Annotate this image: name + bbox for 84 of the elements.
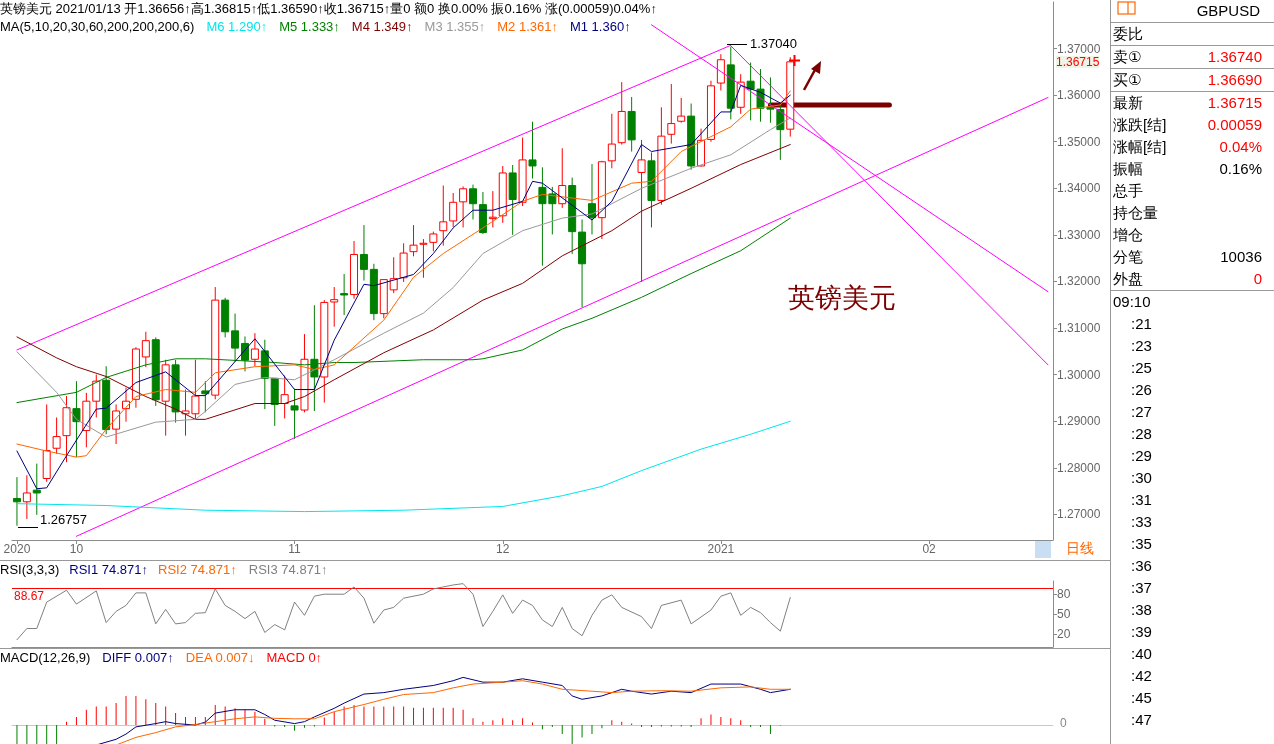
category-label: 买① [1113, 70, 1142, 90]
text: 1.36715 [1207, 94, 1262, 111]
text: 1.36690 [1207, 71, 1262, 88]
series-label: RSI3 74.871↑ [248, 561, 328, 579]
y-tick-label: 1.36000 [1057, 88, 1101, 103]
text: :37 [1130, 578, 1153, 598]
text: MA(5,10,20,30,60,200,200,200,6) [0, 18, 195, 36]
text: 09:10 [1112, 292, 1152, 312]
text: :23 [1130, 336, 1153, 356]
text: :35 [1130, 534, 1153, 554]
text: :47 [1130, 710, 1153, 730]
text: :39 [1130, 622, 1153, 642]
text: :31 [1130, 490, 1153, 510]
text: RSI2 74.871↑ [158, 561, 237, 579]
category-label: 增仓 [1113, 225, 1143, 245]
y-tick-label: 1.28000 [1057, 460, 1101, 475]
text: M5 1.333↑ [279, 18, 340, 36]
chart-title: 英镑美元 2021/01/13 开1.36656↑高1.36815↑低1.36590↑收1.36715↑量0 额0 换0.00% 振0.16% 涨(0.00059)0.04%↑ [0, 0, 657, 18]
x-tick-label: 2021 [707, 542, 735, 556]
y-tick-label: 80 [1057, 587, 1071, 602]
y-tick-label: 20 [1057, 626, 1071, 641]
y-tick-label: 1.30000 [1057, 367, 1101, 382]
x-tick-label: 10 [69, 542, 84, 556]
chart-title: MACD(12,26,9) [0, 649, 91, 667]
text: M3 1.355↑ [424, 18, 486, 36]
text: 0 [1060, 716, 1067, 730]
category-label: 涨幅[结] [1113, 137, 1167, 157]
y-tick-label: 50 [1057, 607, 1071, 621]
text: 日线 [1066, 540, 1094, 556]
category-label: 振幅 [1113, 159, 1143, 179]
text: DIFF 0.007↑ [102, 649, 174, 667]
annotation: 1.26757 [40, 512, 87, 527]
text: :26 [1130, 380, 1153, 400]
text: M1 1.360↑ [569, 18, 631, 36]
y-tick-label: 1.33000 [1057, 227, 1101, 242]
x-tick-label: 11 [288, 542, 302, 556]
annotation: 1.37040 [750, 36, 797, 51]
category-label: 持仓量 [1113, 203, 1158, 223]
y-tick-label: 1.37000 [1057, 41, 1101, 56]
text: 0.04% [1219, 138, 1262, 155]
annotation: 英镑美元 [788, 282, 896, 313]
y-tick-label: 1.32000 [1057, 274, 1101, 289]
text: DEA 0.007↓ [185, 649, 255, 667]
text: :25 [1130, 358, 1153, 378]
text: 1.36715 [1056, 55, 1100, 69]
text: :28 [1130, 424, 1153, 444]
text: :45 [1130, 688, 1153, 708]
text: GBPUSD [1111, 0, 1274, 23]
x-tick-label: 2020 [3, 542, 31, 556]
text: 0 [1253, 270, 1262, 287]
text: :29 [1130, 446, 1153, 466]
x-tick-label: 12 [496, 542, 510, 556]
category-label: 最新 [1113, 93, 1143, 113]
text: 1.36740 [1207, 48, 1262, 65]
text: :36 [1130, 556, 1153, 576]
y-tick-label: 1.34000 [1057, 181, 1101, 196]
text: :27 [1130, 402, 1153, 422]
text: :42 [1130, 666, 1153, 686]
category-label: 卖① [1113, 47, 1142, 67]
category-label: 总手 [1113, 181, 1143, 201]
text: :33 [1130, 512, 1153, 532]
text: RSI1 74.871↑ [69, 561, 149, 579]
text: M6 1.290↑ [206, 18, 268, 36]
text: 0.00059 [1207, 116, 1262, 133]
ref-line-label: 88.67 [14, 589, 45, 604]
category-label: 外盘 [1113, 269, 1143, 289]
category-label: 涨跌[结] [1113, 115, 1167, 135]
y-tick-label: 1.35000 [1057, 134, 1101, 149]
category-label: 委比 [1113, 24, 1143, 44]
text: M4 1.349↑ [351, 18, 413, 36]
text: :30 [1130, 468, 1153, 488]
text: MACD 0↑ [266, 649, 323, 667]
text: :21 [1130, 314, 1153, 334]
y-tick-label: 1.29000 [1057, 414, 1101, 429]
text: :38 [1130, 600, 1153, 620]
text: 0.16% [1219, 160, 1262, 177]
y-tick-label: 1.27000 [1057, 507, 1101, 522]
text: 10036 [1220, 248, 1262, 265]
category-label: 分笔 [1113, 247, 1143, 267]
text: M2 1.361↑ [497, 18, 558, 36]
text: :40 [1130, 644, 1153, 664]
chart-title: RSI(3,3,3) [0, 561, 60, 579]
y-tick-label: 1.31000 [1057, 321, 1101, 336]
x-tick-label: 02 [922, 542, 937, 556]
